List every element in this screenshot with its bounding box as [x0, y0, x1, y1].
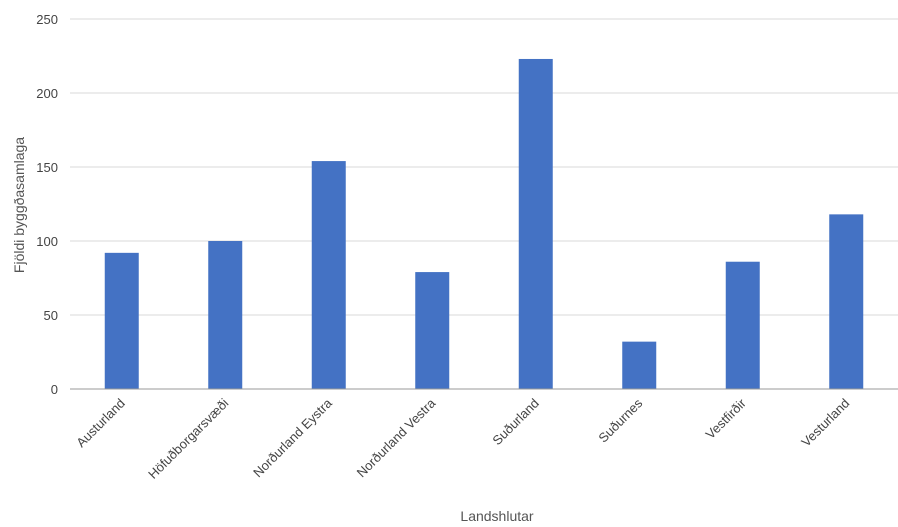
y-tick-label: 0 [51, 382, 58, 397]
bar [725, 261, 760, 389]
bars [104, 58, 864, 390]
x-tick-label: Vestfirðir [703, 395, 750, 442]
y-tick-label: 50 [44, 308, 58, 323]
bar [415, 272, 450, 389]
y-tick-label: 100 [36, 234, 58, 249]
bar [311, 161, 346, 389]
x-tick-label: Suðurland [489, 396, 542, 449]
bar [208, 241, 243, 389]
bar [104, 252, 139, 389]
y-tick-label: 200 [36, 86, 58, 101]
y-tick-label: 250 [36, 12, 58, 27]
y-axis-title: Fjöldi byggðasamlaga [11, 137, 27, 273]
y-tick-label: 150 [36, 160, 58, 175]
x-tick-label: Norðurland Eystra [250, 395, 335, 480]
x-tick-label: Höfuðborgarsvæði [145, 395, 231, 481]
bar [829, 214, 864, 389]
bar [518, 58, 553, 390]
gridlines [70, 18, 898, 316]
bar [622, 341, 657, 389]
x-axis-ticks: Austurland Höfuðborgarsvæði Norðurland Eys… [73, 395, 852, 482]
x-tick-label: Vesturland [798, 396, 852, 450]
x-tick-label: Suðurnes [595, 395, 645, 445]
x-tick-label: Norðurland Vestra [354, 395, 439, 480]
x-axis-title: Landshlutar [460, 508, 534, 524]
y-axis-ticks: 0 50 100 150 200 250 [36, 12, 58, 397]
x-tick-label: Austurland [73, 396, 128, 451]
